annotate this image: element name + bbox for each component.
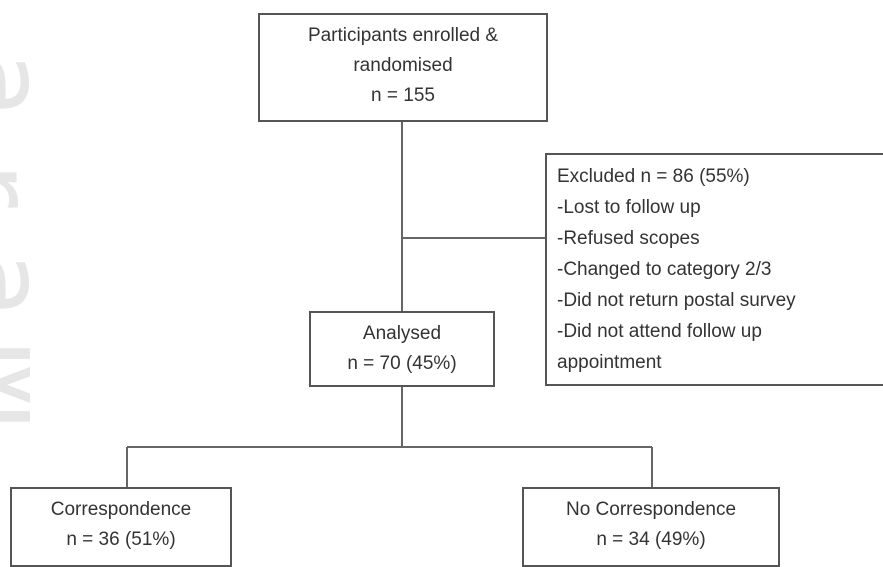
enrolled-box: Participants enrolled & randomised n = 1… (258, 13, 548, 122)
analysed-count: n = 70 (45%) (347, 353, 457, 374)
no-correspondence-box: No Correspondence n = 34 (49%) (522, 487, 780, 567)
no-correspondence-label: No Correspondence (565, 499, 737, 520)
analysed-box: Analysed n = 70 (45%) (309, 311, 495, 387)
enrolled-count: n = 155 (371, 85, 435, 106)
excluded-reason: -Changed to category 2/3 (557, 259, 772, 280)
excluded-reason: -Did not attend follow up (557, 321, 762, 342)
excluded-reason: -Did not return postal survey (557, 290, 796, 311)
analysed-label: Analysed (362, 323, 442, 344)
correspondence-label: Correspondence (50, 499, 192, 520)
excluded-reason: -Lost to follow up (557, 197, 701, 218)
excluded-title: Excluded n = 86 (55%) (557, 166, 750, 187)
no-correspondence-count: n = 34 (49%) (596, 529, 706, 550)
correspondence-count: n = 36 (51%) (66, 529, 176, 550)
excluded-reason: appointment (557, 352, 662, 373)
enrolled-line: randomised (353, 55, 453, 76)
excluded-box: Excluded n = 86 (55%) -Lost to follow up… (545, 153, 883, 386)
excluded-reason: -Refused scopes (557, 228, 700, 249)
correspondence-box: Correspondence n = 36 (51%) (10, 487, 232, 567)
enrolled-line: Participants enrolled & (307, 25, 499, 46)
